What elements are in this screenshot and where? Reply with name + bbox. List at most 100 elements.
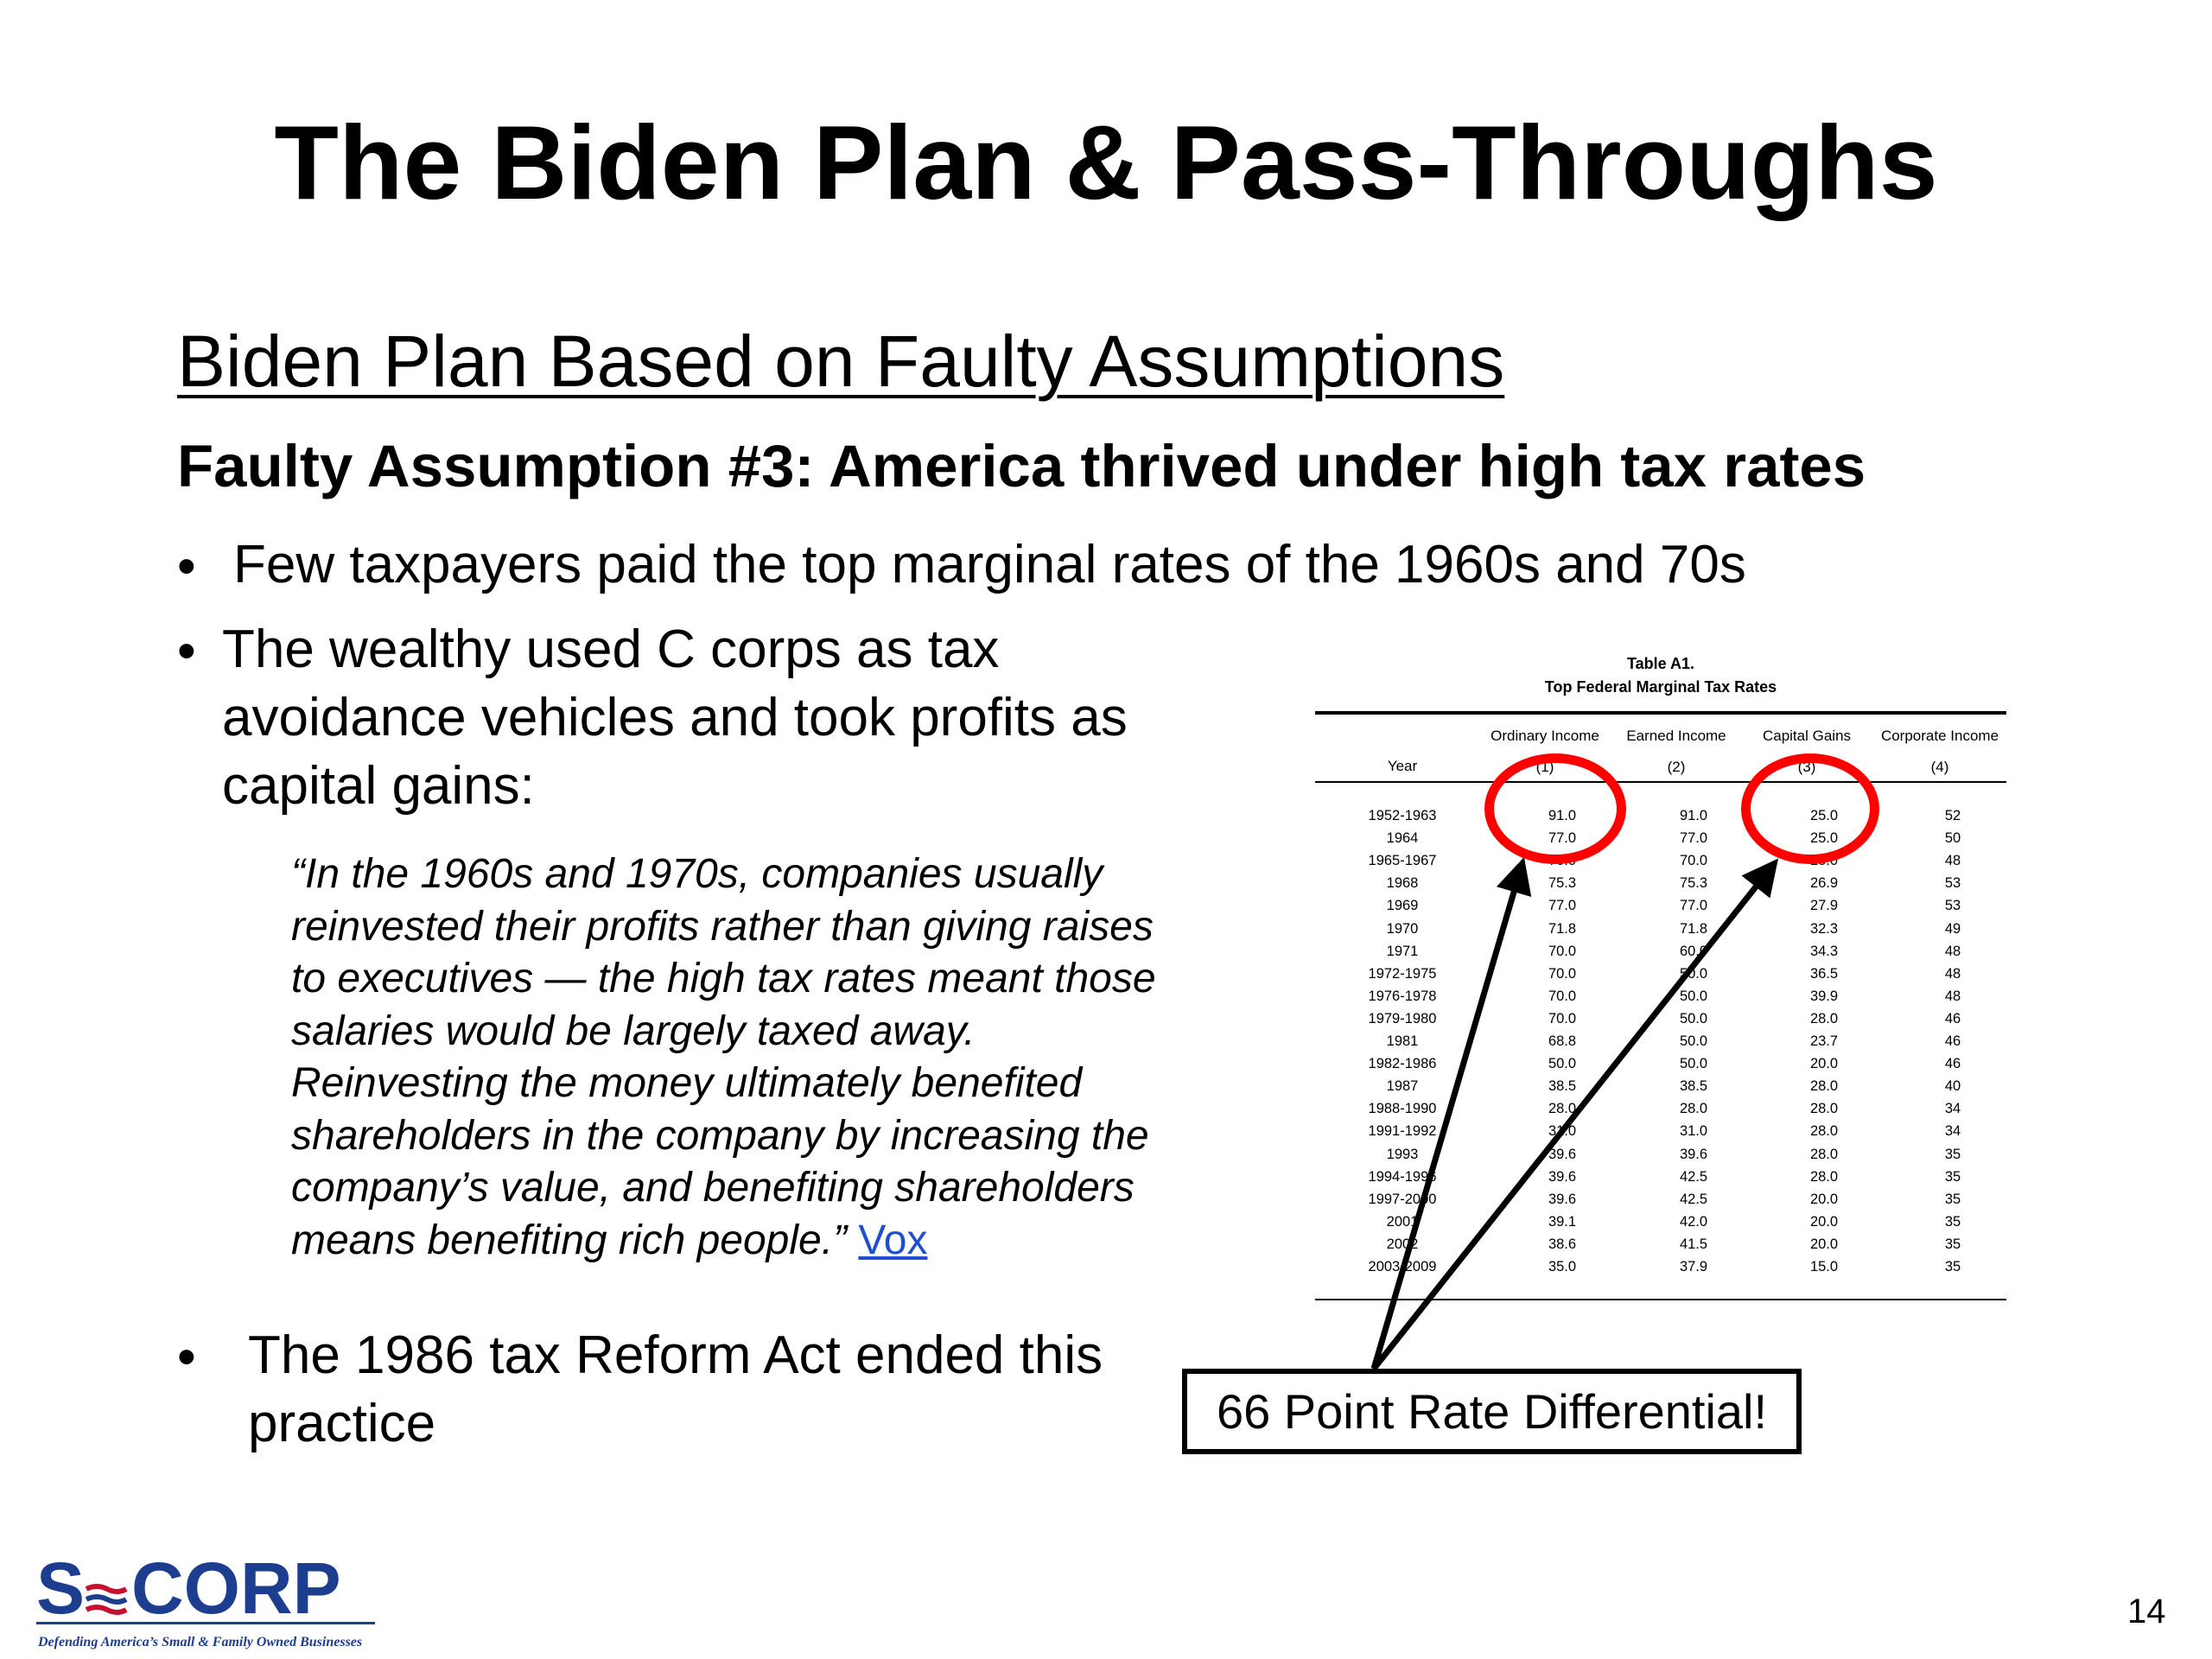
quote-line: Reinvesting the money ultimately benefit… — [291, 1060, 1083, 1106]
table-cell: 50.0 — [1679, 988, 1708, 1004]
table-cell: 50.0 — [1679, 1033, 1708, 1049]
table-cell: 75.3 — [1548, 875, 1577, 892]
logo-tagline: Defending America’s Small & Family Owned… — [37, 1635, 362, 1649]
table-year-cell: 1991-1992 — [1368, 1123, 1437, 1140]
s-corp-logo: S CORP Defending America’s Small & Famil… — [36, 1548, 382, 1655]
table-cell: 31.0 — [1679, 1123, 1708, 1140]
table-cell: 39.6 — [1548, 1191, 1577, 1207]
table-cell: 28.0 — [1809, 1010, 1839, 1027]
table-year-cell: 1968 — [1386, 875, 1419, 892]
logo-s: S — [36, 1551, 85, 1629]
table-cell: 70.0 — [1679, 853, 1708, 869]
table-caption-line1: Table A1. — [1626, 655, 1695, 672]
table-cell: 34.3 — [1809, 943, 1839, 959]
circle-capital-gains — [1741, 753, 1879, 864]
flag-stripes-icon — [85, 1584, 128, 1615]
column-header: Ordinary Income — [1491, 728, 1599, 744]
vox-quote: “In the 1960s and 1970s, companies usual… — [291, 849, 1233, 1267]
bullet-marker: • — [177, 1327, 196, 1387]
table-cell: 39.6 — [1679, 1146, 1708, 1162]
quote-line: to executives — the high tax rates meant… — [291, 956, 1156, 1001]
table-cell: 52 — [1944, 808, 1961, 823]
table-cell: 77.0 — [1679, 898, 1708, 914]
quote-line: reinvested their profits rather than giv… — [291, 903, 1154, 950]
table-cell: 42.5 — [1679, 1168, 1708, 1185]
table-cell: 50.0 — [1679, 1056, 1708, 1072]
table-year-cell: 1970 — [1386, 920, 1419, 937]
assumption-heading: Faulty Assumption #3: America thrived un… — [177, 433, 1866, 499]
bullet-3-line: practice — [248, 1394, 436, 1453]
table-cell: 50.0 — [1548, 1056, 1577, 1072]
table-year-cell: 1952-1963 — [1368, 808, 1437, 823]
table-year-cell: 1969 — [1386, 898, 1419, 914]
slide-title: The Biden Plan & Pass-Throughs — [274, 104, 1938, 221]
bullet-2-line: capital gains: — [222, 756, 535, 816]
column-header: Capital Gains — [1762, 728, 1852, 744]
column-number: (2) — [1667, 759, 1686, 775]
page-number: 14 — [2127, 1592, 2166, 1630]
table-cell: 46 — [1944, 1033, 1961, 1049]
quote-line: means benefiting rich people.” — [291, 1217, 859, 1263]
table-cell: 38.5 — [1548, 1078, 1577, 1095]
table-year-cell: 1988-1990 — [1368, 1101, 1437, 1117]
table-cell: 70.0 — [1548, 965, 1577, 982]
column-header: Earned Income — [1626, 728, 1726, 744]
table-cell: 68.8 — [1548, 1033, 1577, 1049]
table-cell: 48 — [1944, 988, 1961, 1004]
table-cell: 23.7 — [1809, 1033, 1839, 1049]
quote-line: shareholders in the company by increasin… — [291, 1112, 1149, 1159]
table-cell: 42.0 — [1679, 1213, 1708, 1230]
arrow-to-ordinary-income — [1370, 856, 1532, 1370]
table-cell: 40 — [1944, 1078, 1961, 1095]
bullet-marker: • — [177, 537, 196, 596]
bullet-3: The 1986 tax Reform Act ended this pract… — [248, 1321, 1103, 1458]
table-cell: 28.0 — [1809, 1101, 1839, 1117]
table-cell: 28.0 — [1809, 1146, 1839, 1162]
table-cell: 48 — [1944, 965, 1961, 982]
s-corp-logo-graphic: S CORP Defending America’s Small & Famil… — [36, 1548, 375, 1649]
table-cell: 49 — [1944, 920, 1961, 937]
table-cell: 53 — [1944, 875, 1961, 892]
table-year-cell: 1964 — [1386, 830, 1419, 847]
table-bottom-rule — [1315, 1299, 2006, 1300]
table-cell: 77.0 — [1679, 830, 1708, 847]
table-cell: 28.0 — [1548, 1101, 1577, 1117]
table-cell: 28.0 — [1809, 1168, 1839, 1185]
table-cell: 34 — [1944, 1101, 1961, 1117]
table-cell: 50 — [1944, 830, 1961, 847]
table-cell: 20.0 — [1809, 1191, 1839, 1207]
logo-corp: CORP — [131, 1551, 341, 1629]
table-cell: 28.0 — [1809, 1078, 1839, 1095]
table-year-cell: 1982-1986 — [1368, 1056, 1437, 1072]
table-cell: 70.0 — [1548, 1010, 1577, 1027]
table-cell: 20.0 — [1809, 1213, 1839, 1230]
table-year-cell: 1987 — [1386, 1078, 1419, 1095]
tax-rate-table: Table A1. Top Federal Marginal Tax Rates… — [1315, 648, 2006, 1305]
table-year-cell: 1993 — [1386, 1146, 1419, 1162]
bullet-marker: • — [177, 621, 196, 681]
table-cell: 28.0 — [1679, 1101, 1708, 1117]
table-cell: 70.0 — [1548, 988, 1577, 1004]
table-cell: 35.0 — [1548, 1259, 1577, 1274]
table-year-cell: 1994-1996 — [1368, 1168, 1437, 1185]
table-cell: 26.9 — [1809, 875, 1839, 892]
column-number: (4) — [1930, 759, 1949, 775]
circle-ordinary-income — [1484, 753, 1626, 864]
table-cell: 48 — [1944, 853, 1961, 869]
vox-link[interactable]: Vox — [858, 1217, 928, 1263]
table-cell: 39.1 — [1548, 1213, 1577, 1230]
bullet-2-line: avoidance vehicles and took profits as — [222, 688, 1128, 747]
table-cell: 35 — [1944, 1236, 1961, 1252]
table-cell: 37.9 — [1679, 1259, 1708, 1274]
table-cell: 28.0 — [1809, 1123, 1839, 1140]
table-cell: 77.0 — [1548, 898, 1577, 914]
table-cell: 20.0 — [1809, 1236, 1839, 1252]
table-cell: 27.9 — [1809, 898, 1839, 914]
table-cell: 71.8 — [1548, 920, 1577, 937]
table-cell: 48 — [1944, 943, 1961, 959]
arrow-to-capital-gains — [1371, 858, 1779, 1371]
table-cell: 32.3 — [1809, 920, 1839, 937]
table-cell: 15.0 — [1809, 1259, 1839, 1274]
table-year-cell: 1981 — [1386, 1033, 1419, 1049]
